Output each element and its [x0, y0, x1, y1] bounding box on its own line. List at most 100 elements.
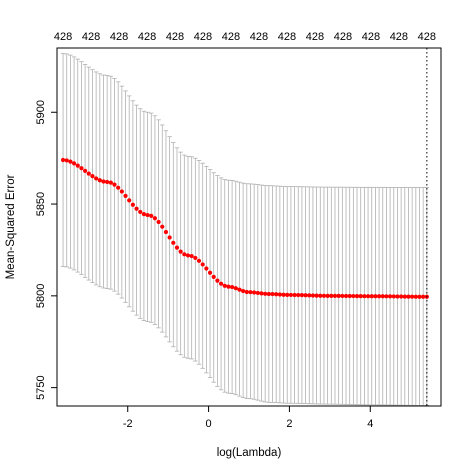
- mean-point: [274, 292, 279, 297]
- mean-point: [189, 253, 194, 259]
- mean-point: [94, 176, 99, 181]
- mean-point: [354, 294, 360, 299]
- mean-point: [178, 249, 183, 254]
- mean-point: [369, 294, 374, 299]
- top-axis-label: 428: [138, 31, 156, 43]
- mean-point: [75, 163, 80, 168]
- y-tick-label: 5750: [35, 375, 47, 399]
- mean-point: [185, 253, 191, 258]
- mean-points: [60, 157, 429, 299]
- top-axis-label: 428: [362, 31, 380, 43]
- top-axis-label: 428: [166, 31, 184, 43]
- mean-point: [79, 166, 84, 171]
- mean-point: [380, 294, 385, 299]
- top-axis-label: 428: [194, 31, 212, 43]
- mean-point: [303, 293, 308, 298]
- mean-point: [64, 158, 69, 163]
- top-axis-label: 428: [306, 31, 324, 43]
- mean-point: [314, 293, 319, 298]
- mean-point: [244, 289, 249, 295]
- mean-point: [71, 161, 77, 166]
- mean-point: [145, 212, 150, 218]
- mean-point: [156, 219, 161, 225]
- top-axis-label: 428: [418, 31, 436, 43]
- mean-point: [229, 284, 235, 290]
- y-axis: 5750 5800 5850 5900: [35, 100, 58, 400]
- mean-point: [196, 258, 202, 263]
- mean-point: [182, 252, 187, 257]
- mean-point: [281, 292, 286, 297]
- mean-point: [112, 182, 117, 187]
- mean-point: [259, 291, 264, 296]
- mean-point: [321, 293, 327, 298]
- x-tick-label: 0: [206, 418, 212, 430]
- mean-point: [163, 229, 169, 235]
- mean-point: [97, 178, 102, 183]
- mean-point: [90, 174, 95, 179]
- mean-point: [362, 294, 367, 299]
- mean-point: [119, 189, 124, 194]
- mean-point: [336, 293, 341, 298]
- mean-point: [358, 294, 363, 299]
- mean-point: [101, 179, 106, 184]
- top-axis: 428 428 428 428 428 428 428 428 428 428 428 428 428 4…: [54, 31, 436, 43]
- mean-point: [130, 202, 135, 207]
- top-axis-label: 428: [222, 31, 240, 43]
- mean-point: [86, 171, 91, 176]
- mean-point: [263, 291, 268, 296]
- mean-point: [204, 266, 209, 271]
- mean-point: [160, 224, 165, 229]
- mean-point: [237, 287, 242, 292]
- y-tick-label: 5850: [35, 192, 47, 216]
- mean-point: [329, 293, 334, 298]
- mean-point: [211, 274, 216, 279]
- mean-point: [373, 294, 378, 299]
- mean-point: [252, 290, 257, 295]
- mean-point: [296, 292, 301, 298]
- mean-point: [406, 294, 411, 299]
- mean-point: [391, 294, 396, 299]
- mean-point: [288, 292, 293, 298]
- mean-point: [299, 293, 305, 298]
- mean-point: [376, 294, 382, 299]
- x-axis: -2 0 2 4: [123, 405, 373, 430]
- mean-point: [171, 240, 176, 245]
- mean-point: [241, 288, 246, 294]
- mean-point: [413, 294, 418, 299]
- x-tick-label: -2: [123, 418, 133, 430]
- mean-point: [200, 262, 205, 267]
- mean-point: [222, 283, 227, 288]
- mean-point: [83, 168, 88, 173]
- mean-point: [325, 293, 330, 298]
- top-axis-label: 428: [250, 31, 268, 43]
- y-axis-title: Mean-Squared Error: [5, 174, 17, 279]
- mean-point: [141, 212, 147, 217]
- mean-point: [277, 292, 282, 297]
- mean-point: [388, 294, 393, 299]
- top-axis-label: 428: [390, 31, 408, 43]
- mean-point: [138, 209, 143, 215]
- mean-point: [347, 293, 352, 299]
- mean-point: [421, 294, 426, 299]
- mean-point: [116, 185, 121, 190]
- x-tick-label: 2: [286, 418, 292, 430]
- mean-point: [207, 270, 213, 275]
- x-tick-label: 4: [367, 418, 373, 430]
- top-axis-label: 428: [334, 31, 352, 43]
- mean-point: [226, 284, 231, 289]
- mean-point: [134, 206, 139, 211]
- mean-point: [395, 294, 400, 299]
- mean-point: [123, 193, 128, 198]
- mean-point: [351, 293, 356, 299]
- mean-point: [215, 278, 220, 283]
- mean-point: [340, 293, 345, 299]
- mean-point: [193, 255, 198, 261]
- y-tick-label: 5800: [35, 284, 47, 308]
- mean-point: [410, 294, 415, 299]
- top-axis-label: 428: [82, 31, 100, 43]
- mean-point: [417, 294, 422, 299]
- mean-point: [307, 293, 312, 298]
- mean-point: [332, 293, 338, 298]
- top-axis-label: 428: [54, 31, 72, 43]
